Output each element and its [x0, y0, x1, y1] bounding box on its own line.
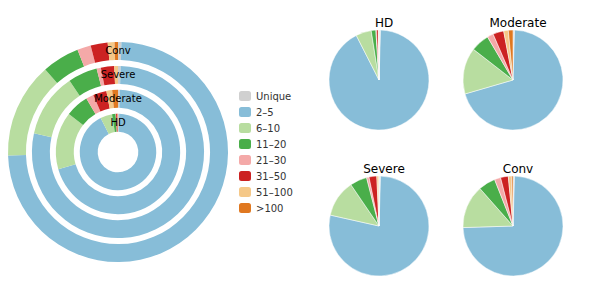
svg-text:HD: HD	[110, 117, 126, 128]
svg-text:Severe: Severe	[101, 69, 136, 80]
svg-text:51–100: 51–100	[256, 187, 293, 198]
svg-text:21–30: 21–30	[256, 155, 286, 166]
svg-text:31–50: 31–50	[256, 171, 286, 182]
svg-text:6–10: 6–10	[256, 123, 280, 134]
svg-text:Moderate: Moderate	[489, 16, 546, 30]
svg-text:11–20: 11–20	[256, 139, 286, 150]
svg-text:Conv: Conv	[105, 45, 130, 56]
svg-text:2–5: 2–5	[256, 107, 274, 118]
svg-text:>100: >100	[256, 203, 283, 214]
svg-text:Severe: Severe	[363, 162, 405, 176]
svg-text:Unique: Unique	[256, 91, 291, 102]
svg-text:Moderate: Moderate	[94, 93, 142, 104]
svg-text:HD: HD	[375, 16, 393, 30]
svg-text:Conv: Conv	[503, 162, 533, 176]
